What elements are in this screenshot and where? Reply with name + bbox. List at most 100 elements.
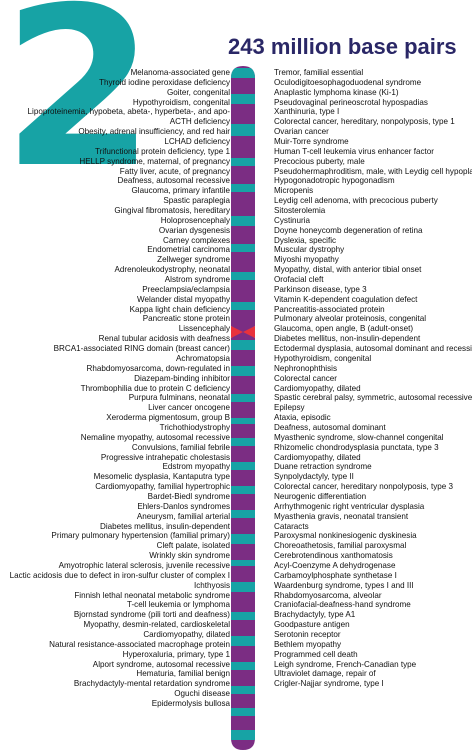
disease-label: Convulsions, familial febrile — [131, 442, 230, 452]
chromosome-band — [231, 124, 255, 136]
disease-label: Tremor, familial essential — [274, 68, 364, 77]
disease-label: Amyotrophic lateral sclerosis, juvenile … — [58, 560, 230, 570]
disease-label: Anaplastic lymphoma kinase (Ki-1) — [274, 87, 399, 97]
disease-label: Craniofacial-deafness-hand syndrome — [274, 600, 411, 610]
disease-label: Cardiomyopathy, dilated — [274, 452, 361, 462]
disease-label: Zellweger syndrome — [157, 255, 230, 265]
disease-label: Primary pulmonary hypertension (familial… — [51, 531, 230, 541]
disease-label: Cerebrotendinous xanthomatosis — [274, 551, 393, 561]
chromosome-band — [231, 418, 255, 424]
disease-label: Hypogonadotropic hypogonadism — [274, 176, 395, 186]
disease-label: Cardiomyopathy, dilated — [143, 629, 230, 639]
disease-label: Endometrial carcinoma — [147, 245, 230, 255]
disease-label: Thrombophilia due to protein C deficienc… — [80, 383, 230, 393]
disease-label: Ectodermal dysplasia, autosomal dominant… — [274, 344, 472, 354]
chromosome-band — [231, 366, 255, 376]
disease-label: Lipoproteinemia, hypobeta, abeta-, hyper… — [27, 107, 230, 117]
disease-label: Waardenburg syndrome, types I and III — [274, 580, 414, 590]
disease-label: Myasthenic syndrome, slow-channel congen… — [274, 432, 444, 442]
disease-label: Natural resistance-associated macrophage… — [49, 639, 230, 649]
disease-label: Lactic acidosis due to defect in iron-su… — [9, 570, 230, 580]
disease-label: Alport syndrome, autosomal recessive — [92, 659, 230, 669]
base-pair-count: 243 million base pairs — [228, 34, 457, 59]
disease-label: Synpolydactyly, type II — [274, 472, 354, 482]
chromosome-band — [231, 184, 255, 192]
disease-label: Ovarian dysgenesis — [158, 225, 230, 235]
disease-label: Melanoma-associated gene — [130, 68, 230, 77]
disease-label: Colorectal cancer — [274, 373, 337, 383]
disease-label: Colorectal cancer, hereditary nonpolypos… — [274, 482, 454, 492]
disease-label: Finnish lethal neonatal metabolic syndro… — [74, 590, 230, 600]
disease-label: Goodpasture antigen — [274, 620, 350, 630]
disease-label: Myopathy, desmin-related, cardioskeletal — [83, 620, 230, 630]
disease-label: Cardiomyopathy, familial hypertrophic — [95, 482, 230, 492]
disease-label: Epidermolysis bullosa — [151, 699, 230, 708]
chromosome-band — [231, 708, 255, 716]
disease-label: BRCA1-associated RING domain (breast can… — [53, 344, 230, 354]
disease-label: HELLP syndrome, maternal, of pregnancy — [79, 156, 230, 166]
disease-label: Glaucoma, open angle, B (adult-onset) — [274, 324, 414, 334]
disease-label: Parkinson disease, type 3 — [274, 284, 367, 294]
chromosome-band — [231, 612, 255, 620]
disease-label: Kappa light chain deficiency — [129, 304, 230, 314]
disease-label: Ultraviolet damage, repair of — [274, 669, 376, 679]
disease-label: Xeroderma pigmentosum, group B — [106, 413, 230, 423]
disease-label: Pulmonary alveolar proteinosis, congenit… — [274, 314, 427, 324]
disease-label: Cataracts — [274, 521, 309, 531]
disease-label: Lissencephaly — [178, 324, 230, 334]
chromosome-ideogram — [231, 66, 255, 750]
disease-label: Achromatopsia — [176, 353, 230, 363]
disease-label: Ataxia, episodic — [274, 413, 331, 423]
disease-label: Hyperoxaluria, primary, type 1 — [122, 649, 230, 659]
disease-label: Spastic paraplegia — [163, 196, 230, 206]
disease-label: Cardiomyopathy, dilated — [274, 383, 361, 393]
chromosome-band — [231, 340, 255, 350]
disease-label: Adrenoleukodystrophy, neonatal — [114, 265, 231, 275]
disease-label: Deafness, autosomal dominant — [274, 422, 386, 432]
disease-label: Ehlers-Danlos syndromes — [137, 501, 230, 511]
disease-label: Sitosterolemia — [274, 206, 326, 216]
disease-label: Goiter, congenital — [167, 87, 230, 97]
disease-label: Oguchi disease — [174, 689, 230, 699]
disease-label: Rhabdomyosarcoma, down-regulated in — [86, 363, 230, 373]
disease-label: Leigh syndrome, French-Canadian type — [274, 659, 417, 669]
disease-label: Arrhythmogenic right ventricular dysplas… — [274, 501, 425, 511]
disease-label: Dyslexia, specific — [274, 235, 337, 245]
disease-label: Oculodigitoesophagoduodenal syndrome — [274, 77, 422, 87]
disease-label: Bjornstad syndrome (pili torti and deafn… — [73, 610, 230, 620]
disease-label: Glaucoma, primary infantile — [131, 186, 230, 196]
disease-label: Purpura fulminans, neonatal — [128, 393, 230, 403]
disease-label: Diabetes mellitus, non-insulin-dependent — [274, 334, 421, 344]
disease-label: Trifunctional protein deficiency, type 1 — [95, 146, 230, 156]
disease-label: Paroxysmal nonkinesiogenic dyskinesia — [274, 531, 417, 541]
disease-label: Pseudovaginal perineoscrotal hypospadias — [274, 97, 428, 107]
chromosome-band — [231, 486, 255, 494]
disease-label: Mesomelic dysplasia, Kantaputra type — [93, 472, 230, 482]
disease-label: Brachydactyly-mental retardation syndrom… — [73, 679, 230, 689]
disease-label: Edstrom myopathy — [162, 462, 230, 472]
disease-label: Preeclampsia/eclampsia — [142, 284, 230, 294]
chromosome-band — [231, 272, 255, 280]
disease-label: Aneurysm, familial arterial — [136, 511, 230, 521]
chromosome-band — [231, 302, 255, 310]
disease-label: Nemaline myopathy, autosomal recessive — [80, 432, 230, 442]
disease-label: LCHAD deficiency — [164, 137, 230, 147]
disease-label: Hypothyroidism, congenital — [132, 97, 230, 107]
chromosome-band — [231, 94, 255, 104]
chromosome-band — [231, 244, 255, 252]
disease-label: Miyoshi myopathy — [274, 255, 339, 265]
disease-label: Spastic cerebral palsy, symmetric, autos… — [274, 393, 472, 403]
chromosome-bands — [231, 66, 255, 750]
disease-label: Fatty liver, acute, of pregnancy — [119, 166, 230, 176]
disease-label: Duane retraction syndrome — [274, 462, 372, 472]
disease-label: Muscular dystrophy — [274, 245, 345, 255]
disease-label: Liver cancer oncogene — [148, 403, 230, 413]
disease-label: Leydig cell adenoma, with precocious pub… — [274, 196, 438, 206]
chromosome-band — [231, 158, 255, 166]
disease-label: Obesity, adrenal insufficiency, and red … — [78, 127, 230, 137]
disease-label: Progressive intrahepatic cholestasis — [100, 452, 230, 462]
disease-label: Hypothyroidism, congenital — [274, 353, 372, 363]
chromosome-band — [231, 216, 255, 226]
disease-label: Rhizomelic chondrodysplasia punctata, ty… — [274, 442, 439, 452]
disease-label: Micropenis — [274, 186, 314, 196]
